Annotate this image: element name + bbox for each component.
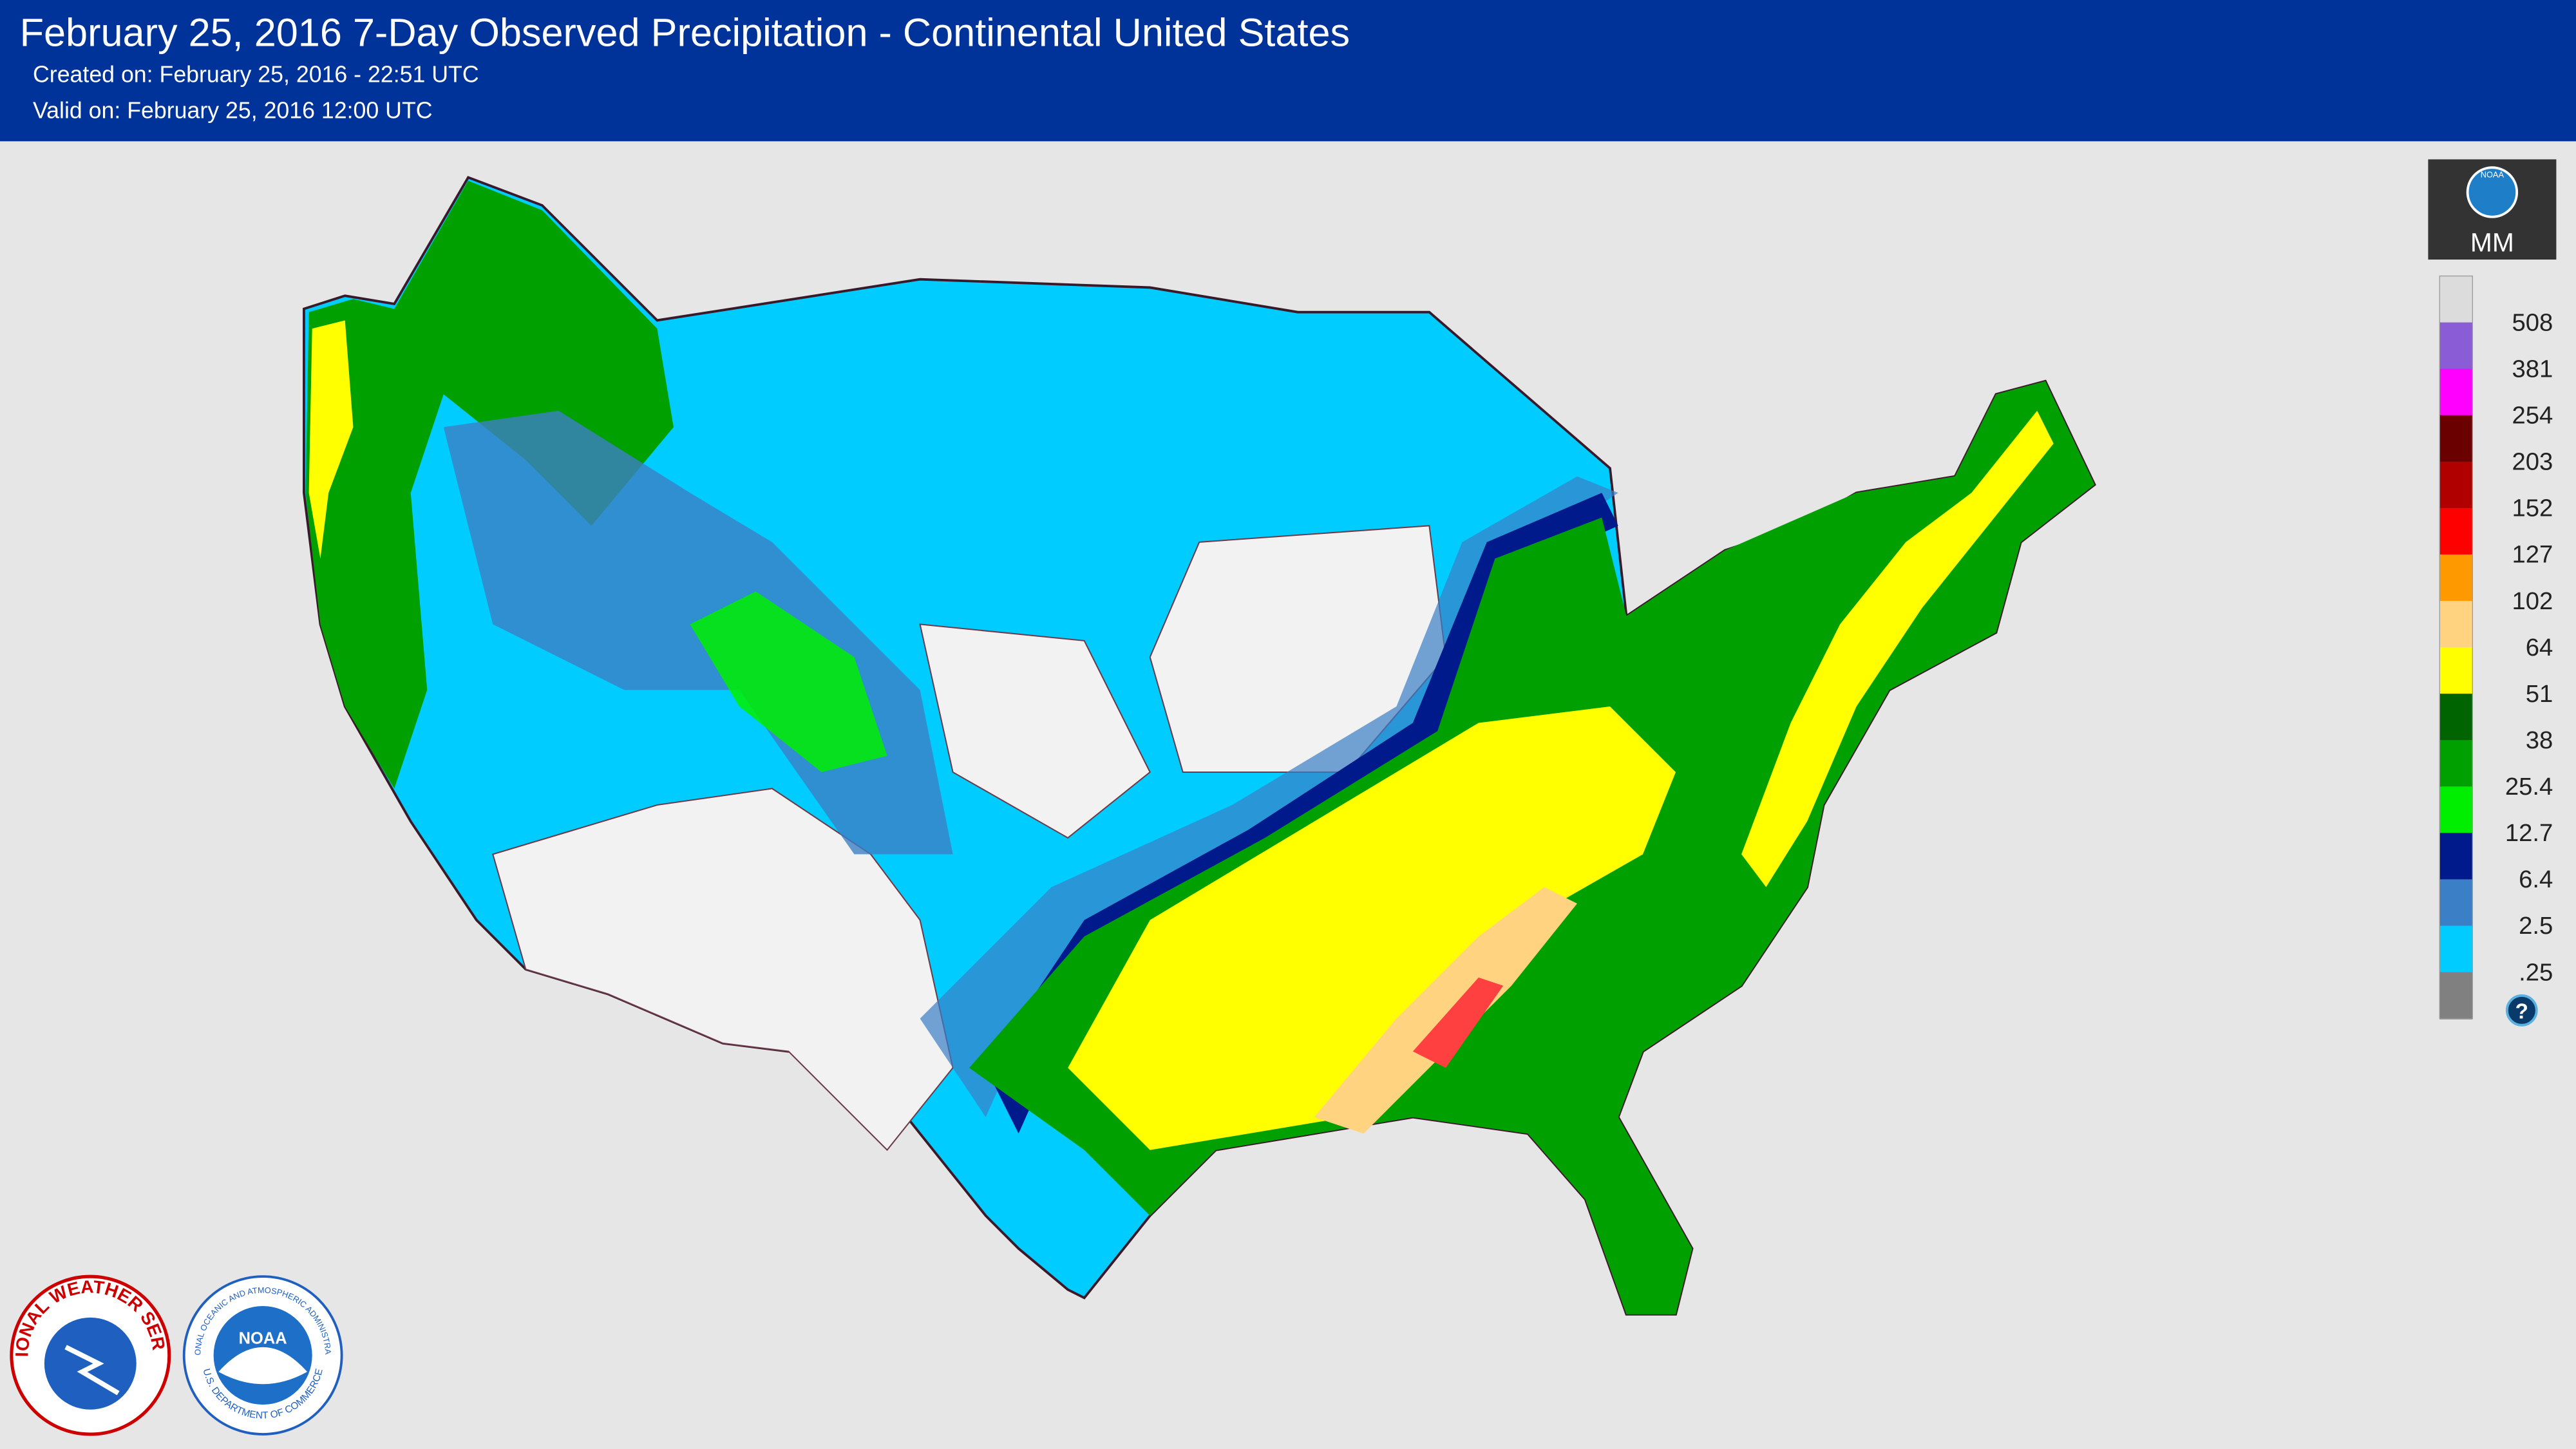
legend-label: 2.5 bbox=[2519, 912, 2553, 940]
legend-label: .25 bbox=[2519, 958, 2553, 986]
legend-label: 64 bbox=[2526, 634, 2553, 661]
legend-swatch bbox=[2439, 368, 2473, 417]
precip-yellow-northeast bbox=[1741, 410, 2054, 887]
precip-green-rockies bbox=[690, 591, 887, 772]
legend-label: 6.4 bbox=[2519, 866, 2553, 893]
legend-swatch bbox=[2439, 507, 2473, 556]
legend-swatch bbox=[2439, 740, 2473, 788]
created-date: Created on: February 25, 2016 - 22:51 UT… bbox=[33, 62, 479, 88]
precip-dark-blue-band bbox=[985, 493, 1618, 1134]
legend-label: 38 bbox=[2526, 726, 2553, 754]
legend: NOAA MM 508 381 254 203 152 127 102 64 51 38 25.4 1… bbox=[2428, 159, 2557, 1027]
legend-label: 51 bbox=[2526, 680, 2553, 708]
legend-swatch bbox=[2439, 322, 2473, 370]
precip-green-northwest bbox=[305, 180, 674, 789]
valid-date: Valid on: February 25, 2016 12:00 UTC bbox=[33, 98, 433, 124]
help-icon bbox=[2505, 994, 2538, 1027]
legend-swatch bbox=[2439, 694, 2473, 741]
noaa-icon-text: NOAA bbox=[2481, 170, 2505, 180]
legend-swatch bbox=[2439, 925, 2473, 973]
legend-swatch bbox=[2439, 554, 2473, 602]
header-bar bbox=[0, 0, 2576, 142]
noaa-icon bbox=[2466, 166, 2519, 218]
legend-swatch bbox=[2439, 601, 2473, 649]
legend-label: 25.4 bbox=[2505, 773, 2553, 800]
dry-plains bbox=[919, 623, 1151, 839]
legend-swatch bbox=[2439, 415, 2473, 463]
legend-label: 12.7 bbox=[2505, 819, 2553, 847]
dry-southwest bbox=[492, 788, 954, 1151]
nws-core bbox=[44, 1317, 137, 1410]
title: February 25, 2016 7-Day Observed Precipi… bbox=[20, 10, 1350, 54]
precip-red-streak bbox=[1412, 977, 1504, 1068]
help-button[interactable]: ? bbox=[2505, 994, 2538, 1027]
legend-unit: MM bbox=[2470, 227, 2514, 257]
legend-label: 254 bbox=[2512, 402, 2553, 430]
noaa-bird bbox=[218, 1347, 308, 1385]
legend-swatch bbox=[2439, 833, 2473, 880]
legend-swatch bbox=[2439, 276, 2473, 323]
legend-label: 381 bbox=[2512, 355, 2553, 383]
precip-orange-core bbox=[1314, 887, 1577, 1134]
legend-swatch bbox=[2439, 972, 2473, 1019]
legend-label: 102 bbox=[2512, 587, 2553, 615]
legend-swatch bbox=[2439, 879, 2473, 927]
precipitation-map[interactable] bbox=[303, 176, 2096, 1316]
legend-label: 508 bbox=[2512, 308, 2553, 336]
precip-blue-band bbox=[920, 476, 1618, 1117]
precip-yellow-south bbox=[1068, 706, 1676, 1150]
legend-swatch bbox=[2439, 647, 2473, 695]
precip-yellow-northwest bbox=[308, 320, 354, 559]
legend-swatch bbox=[2439, 786, 2473, 834]
noaa-name: NOAA bbox=[239, 1330, 287, 1348]
legend-bar-outline bbox=[2439, 275, 2473, 1019]
legend-label: 127 bbox=[2512, 541, 2553, 569]
nws-bolt bbox=[64, 1345, 120, 1396]
legend-label: 203 bbox=[2512, 448, 2553, 476]
help-text: ? bbox=[2515, 1000, 2528, 1024]
legend-label: 152 bbox=[2512, 495, 2553, 522]
legend-swatch bbox=[2439, 461, 2473, 509]
